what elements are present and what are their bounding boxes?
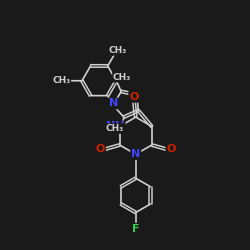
Text: CH₃: CH₃ <box>113 73 131 82</box>
Text: O: O <box>166 144 176 154</box>
Text: O: O <box>96 144 105 154</box>
Text: O: O <box>129 92 138 102</box>
Text: CH₃: CH₃ <box>106 124 124 133</box>
Text: CH₃: CH₃ <box>109 46 127 55</box>
Text: N: N <box>108 98 118 108</box>
Text: CH₃: CH₃ <box>52 76 70 85</box>
Text: NH: NH <box>106 122 124 132</box>
Text: F: F <box>132 224 140 234</box>
Text: N: N <box>131 149 140 159</box>
